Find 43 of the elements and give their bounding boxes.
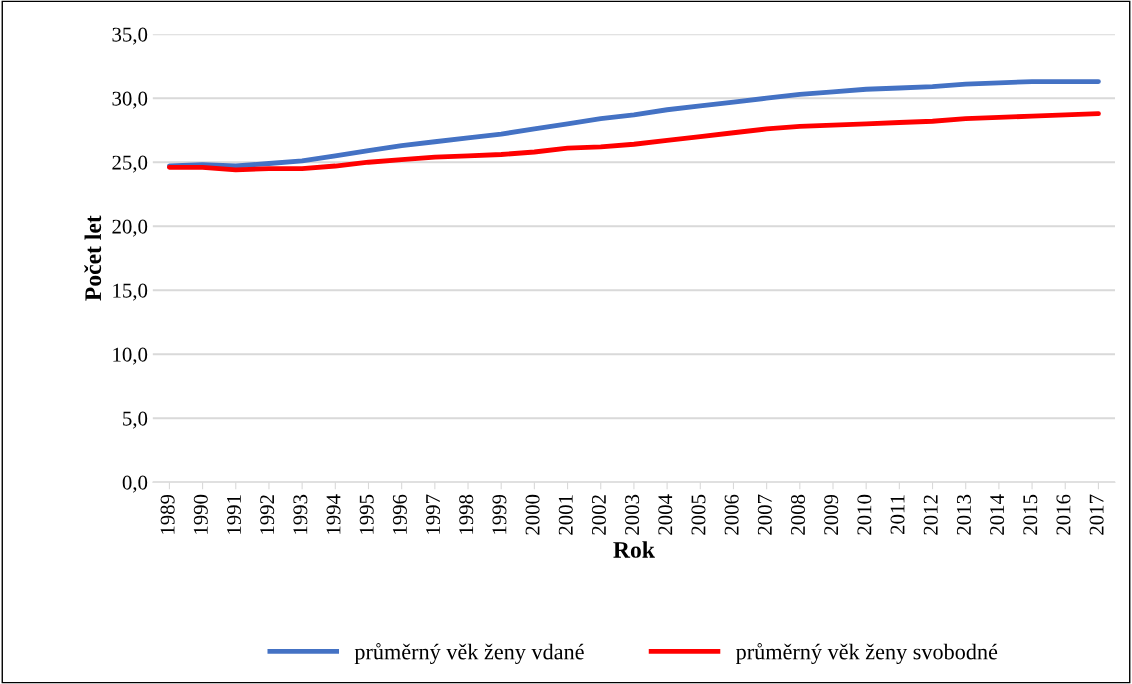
x-tick-label: 2005 [691, 494, 706, 535]
y-tick-label: 20,0 [112, 219, 148, 237]
x-tick-label: 1994 [326, 494, 341, 534]
y-tick-label: 15,0 [113, 283, 148, 301]
y-tick-label: 35,0 [112, 27, 148, 45]
x-tick-label: 1993 [293, 494, 308, 534]
x-tick-label: 2006 [724, 494, 739, 535]
y-axis-title: Počet let [84, 215, 102, 301]
x-tick-label: 2004 [658, 494, 673, 535]
line-series [166, 111, 1101, 173]
x-tick-label: 2014 [990, 494, 1005, 535]
x-tick-label: 1991 [226, 495, 241, 534]
x-tick-label: 2012 [923, 495, 938, 535]
legend-label: průměrný věk ženy svobodné [736, 643, 998, 664]
x-axis-title: Rok [613, 541, 655, 558]
x-tick-label: 1995 [359, 494, 374, 534]
x-tick-label: 2007 [757, 494, 772, 535]
y-tick-label: 25,0 [112, 155, 148, 173]
x-tick-label: 2017 [1089, 494, 1104, 535]
x-tick-label: 2008 [790, 494, 806, 535]
x-tick-label: 2011 [890, 495, 905, 534]
x-tick-label: 1989 [160, 494, 175, 534]
x-tick-label: 1997 [426, 494, 441, 534]
x-tick-label: 2001 [558, 495, 573, 535]
x-tick-label: 1992 [260, 495, 275, 534]
y-tick-label: 0,0 [122, 475, 148, 493]
x-tick-label: 2016 [1056, 494, 1071, 535]
x-tick-label: 1996 [392, 494, 407, 534]
x-tick-label: 1998 [459, 494, 474, 534]
x-tick-label: 1999 [492, 494, 507, 534]
x-tick-label: 2010 [857, 494, 872, 535]
x-tick-label: 2003 [625, 494, 640, 535]
y-tick-label: 5,0 [123, 411, 148, 429]
line-series [166, 79, 1101, 169]
y-tick-label: 10,0 [113, 347, 148, 365]
x-tick-label: 2002 [591, 495, 606, 535]
x-tick-label: 2000 [525, 494, 540, 535]
y-tick-label: 30,0 [112, 91, 148, 109]
x-tick-label: 2013 [956, 494, 971, 535]
x-tick-label: 2015 [1023, 494, 1038, 535]
x-tick-label: 2009 [824, 494, 839, 535]
x-tick-label: 1990 [193, 494, 208, 534]
legend-label: průměrný věk ženy vdané [354, 643, 584, 664]
